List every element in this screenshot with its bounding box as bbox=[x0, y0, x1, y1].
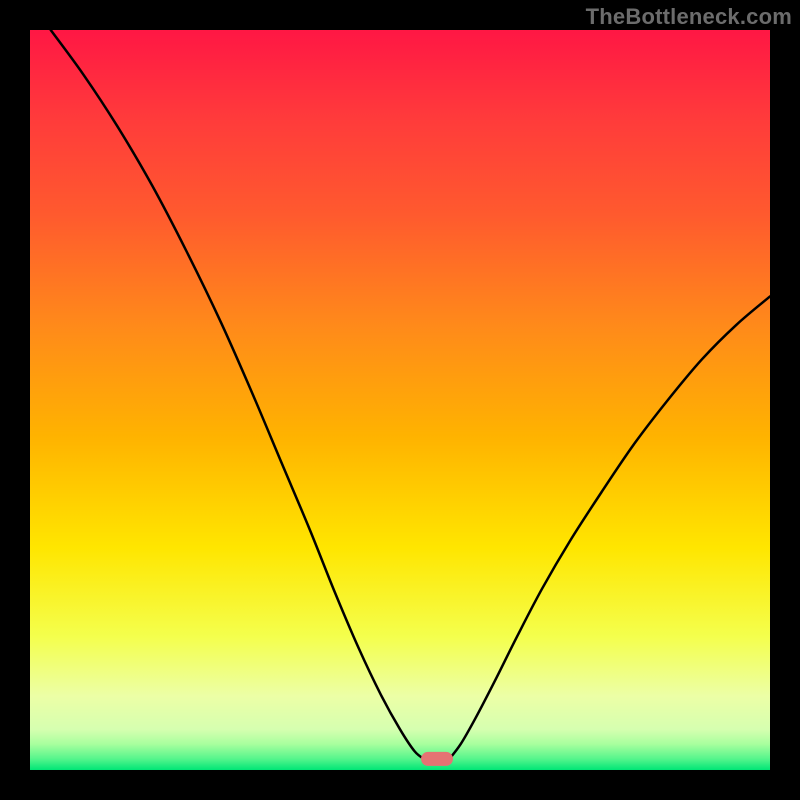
valley-marker bbox=[421, 752, 453, 766]
watermark-text: TheBottleneck.com bbox=[586, 4, 792, 30]
